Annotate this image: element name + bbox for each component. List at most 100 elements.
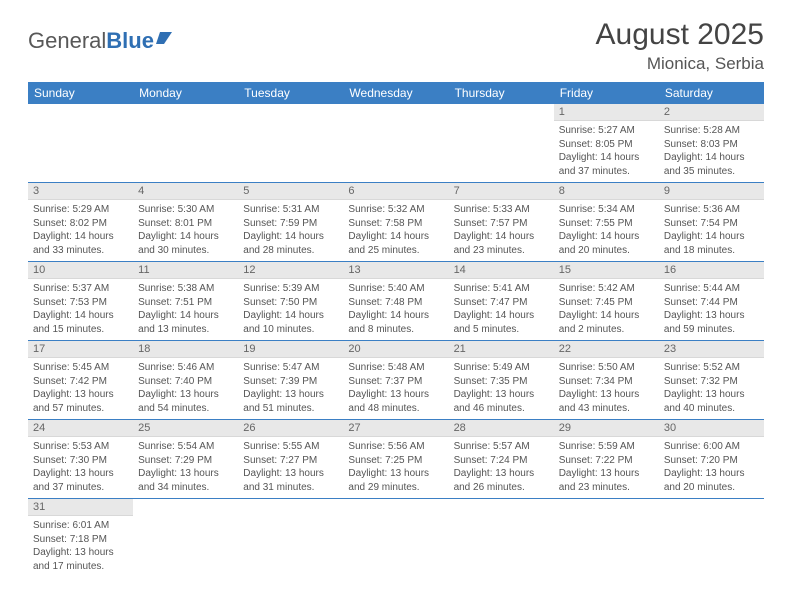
day-details: Sunrise: 6:00 AMSunset: 7:20 PMDaylight:…: [659, 437, 764, 498]
calendar-cell: 18Sunrise: 5:46 AMSunset: 7:40 PMDayligh…: [133, 341, 238, 420]
title-block: August 2025 Mionica, Serbia: [596, 18, 764, 74]
day-number: 27: [343, 420, 448, 437]
calendar-cell: 2Sunrise: 5:28 AMSunset: 8:03 PMDaylight…: [659, 104, 764, 183]
calendar-cell: 31Sunrise: 6:01 AMSunset: 7:18 PMDayligh…: [28, 499, 133, 578]
day-details: Sunrise: 5:52 AMSunset: 7:32 PMDaylight:…: [659, 358, 764, 419]
weekday-header: Sunday: [28, 82, 133, 104]
day-number: 11: [133, 262, 238, 279]
calendar-cell: 28Sunrise: 5:57 AMSunset: 7:24 PMDayligh…: [449, 420, 554, 499]
calendar-cell: 5Sunrise: 5:31 AMSunset: 7:59 PMDaylight…: [238, 183, 343, 262]
day-details: Sunrise: 5:32 AMSunset: 7:58 PMDaylight:…: [343, 200, 448, 261]
calendar-cell: 23Sunrise: 5:52 AMSunset: 7:32 PMDayligh…: [659, 341, 764, 420]
calendar-cell: 7Sunrise: 5:33 AMSunset: 7:57 PMDaylight…: [449, 183, 554, 262]
calendar-cell: 16Sunrise: 5:44 AMSunset: 7:44 PMDayligh…: [659, 262, 764, 341]
day-number: 29: [554, 420, 659, 437]
day-number-empty: [133, 104, 238, 120]
day-number: 6: [343, 183, 448, 200]
calendar-cell: [449, 499, 554, 578]
day-number-empty: [133, 499, 238, 515]
calendar-table: SundayMondayTuesdayWednesdayThursdayFrid…: [28, 82, 764, 577]
day-number-empty: [659, 499, 764, 515]
calendar-cell: 26Sunrise: 5:55 AMSunset: 7:27 PMDayligh…: [238, 420, 343, 499]
day-details: Sunrise: 5:37 AMSunset: 7:53 PMDaylight:…: [28, 279, 133, 340]
day-number: 21: [449, 341, 554, 358]
calendar-body: 1Sunrise: 5:27 AMSunset: 8:05 PMDaylight…: [28, 104, 764, 577]
day-number: 3: [28, 183, 133, 200]
calendar-cell: 4Sunrise: 5:30 AMSunset: 8:01 PMDaylight…: [133, 183, 238, 262]
day-details: Sunrise: 5:30 AMSunset: 8:01 PMDaylight:…: [133, 200, 238, 261]
calendar-cell: 9Sunrise: 5:36 AMSunset: 7:54 PMDaylight…: [659, 183, 764, 262]
header: GeneralBlue August 2025 Mionica, Serbia: [28, 18, 764, 74]
day-details: Sunrise: 5:41 AMSunset: 7:47 PMDaylight:…: [449, 279, 554, 340]
logo-flag-icon: [156, 30, 176, 46]
day-number: 18: [133, 341, 238, 358]
calendar-cell: 3Sunrise: 5:29 AMSunset: 8:02 PMDaylight…: [28, 183, 133, 262]
day-details: Sunrise: 5:39 AMSunset: 7:50 PMDaylight:…: [238, 279, 343, 340]
day-details: Sunrise: 5:31 AMSunset: 7:59 PMDaylight:…: [238, 200, 343, 261]
day-details: Sunrise: 5:55 AMSunset: 7:27 PMDaylight:…: [238, 437, 343, 498]
page-title: August 2025: [596, 18, 764, 52]
calendar-cell: 13Sunrise: 5:40 AMSunset: 7:48 PMDayligh…: [343, 262, 448, 341]
logo: GeneralBlue: [28, 18, 176, 54]
day-details: Sunrise: 5:50 AMSunset: 7:34 PMDaylight:…: [554, 358, 659, 419]
day-number-empty: [554, 499, 659, 515]
day-number: 13: [343, 262, 448, 279]
day-number: 19: [238, 341, 343, 358]
day-details: Sunrise: 5:40 AMSunset: 7:48 PMDaylight:…: [343, 279, 448, 340]
calendar-cell: [554, 499, 659, 578]
day-number-empty: [449, 499, 554, 515]
day-details: Sunrise: 5:57 AMSunset: 7:24 PMDaylight:…: [449, 437, 554, 498]
calendar-cell: [659, 499, 764, 578]
calendar-cell: 27Sunrise: 5:56 AMSunset: 7:25 PMDayligh…: [343, 420, 448, 499]
day-details: Sunrise: 5:28 AMSunset: 8:03 PMDaylight:…: [659, 121, 764, 182]
day-details: Sunrise: 5:49 AMSunset: 7:35 PMDaylight:…: [449, 358, 554, 419]
weekday-header: Saturday: [659, 82, 764, 104]
day-details: Sunrise: 5:42 AMSunset: 7:45 PMDaylight:…: [554, 279, 659, 340]
calendar-cell: 24Sunrise: 5:53 AMSunset: 7:30 PMDayligh…: [28, 420, 133, 499]
weekday-header: Wednesday: [343, 82, 448, 104]
calendar-cell: 25Sunrise: 5:54 AMSunset: 7:29 PMDayligh…: [133, 420, 238, 499]
weekday-header: Friday: [554, 82, 659, 104]
calendar-page: GeneralBlue August 2025 Mionica, Serbia …: [0, 0, 792, 595]
weekday-header: Thursday: [449, 82, 554, 104]
day-number: 12: [238, 262, 343, 279]
day-number: 15: [554, 262, 659, 279]
day-number: 5: [238, 183, 343, 200]
calendar-cell: [449, 104, 554, 183]
calendar-cell: 11Sunrise: 5:38 AMSunset: 7:51 PMDayligh…: [133, 262, 238, 341]
calendar-cell: 1Sunrise: 5:27 AMSunset: 8:05 PMDaylight…: [554, 104, 659, 183]
weekday-row: SundayMondayTuesdayWednesdayThursdayFrid…: [28, 82, 764, 104]
day-number: 20: [343, 341, 448, 358]
weekday-header: Tuesday: [238, 82, 343, 104]
day-details: Sunrise: 5:34 AMSunset: 7:55 PMDaylight:…: [554, 200, 659, 261]
day-details: Sunrise: 5:38 AMSunset: 7:51 PMDaylight:…: [133, 279, 238, 340]
calendar-cell: 29Sunrise: 5:59 AMSunset: 7:22 PMDayligh…: [554, 420, 659, 499]
day-number-empty: [238, 104, 343, 120]
calendar-head: SundayMondayTuesdayWednesdayThursdayFrid…: [28, 82, 764, 104]
day-details: Sunrise: 5:54 AMSunset: 7:29 PMDaylight:…: [133, 437, 238, 498]
calendar-cell: 22Sunrise: 5:50 AMSunset: 7:34 PMDayligh…: [554, 341, 659, 420]
calendar-week-row: 3Sunrise: 5:29 AMSunset: 8:02 PMDaylight…: [28, 183, 764, 262]
calendar-cell: [238, 104, 343, 183]
calendar-cell: [28, 104, 133, 183]
calendar-cell: 17Sunrise: 5:45 AMSunset: 7:42 PMDayligh…: [28, 341, 133, 420]
calendar-cell: 10Sunrise: 5:37 AMSunset: 7:53 PMDayligh…: [28, 262, 133, 341]
calendar-week-row: 24Sunrise: 5:53 AMSunset: 7:30 PMDayligh…: [28, 420, 764, 499]
day-number: 14: [449, 262, 554, 279]
calendar-week-row: 10Sunrise: 5:37 AMSunset: 7:53 PMDayligh…: [28, 262, 764, 341]
day-details: Sunrise: 6:01 AMSunset: 7:18 PMDaylight:…: [28, 516, 133, 577]
day-number: 24: [28, 420, 133, 437]
weekday-header: Monday: [133, 82, 238, 104]
day-number: 30: [659, 420, 764, 437]
logo-text-blue: Blue: [106, 28, 154, 54]
calendar-cell: [133, 499, 238, 578]
calendar-cell: [133, 104, 238, 183]
day-number: 31: [28, 499, 133, 516]
day-number: 9: [659, 183, 764, 200]
day-details: Sunrise: 5:29 AMSunset: 8:02 PMDaylight:…: [28, 200, 133, 261]
day-details: Sunrise: 5:56 AMSunset: 7:25 PMDaylight:…: [343, 437, 448, 498]
calendar-cell: [343, 499, 448, 578]
calendar-cell: 21Sunrise: 5:49 AMSunset: 7:35 PMDayligh…: [449, 341, 554, 420]
calendar-cell: 30Sunrise: 6:00 AMSunset: 7:20 PMDayligh…: [659, 420, 764, 499]
calendar-cell: [238, 499, 343, 578]
